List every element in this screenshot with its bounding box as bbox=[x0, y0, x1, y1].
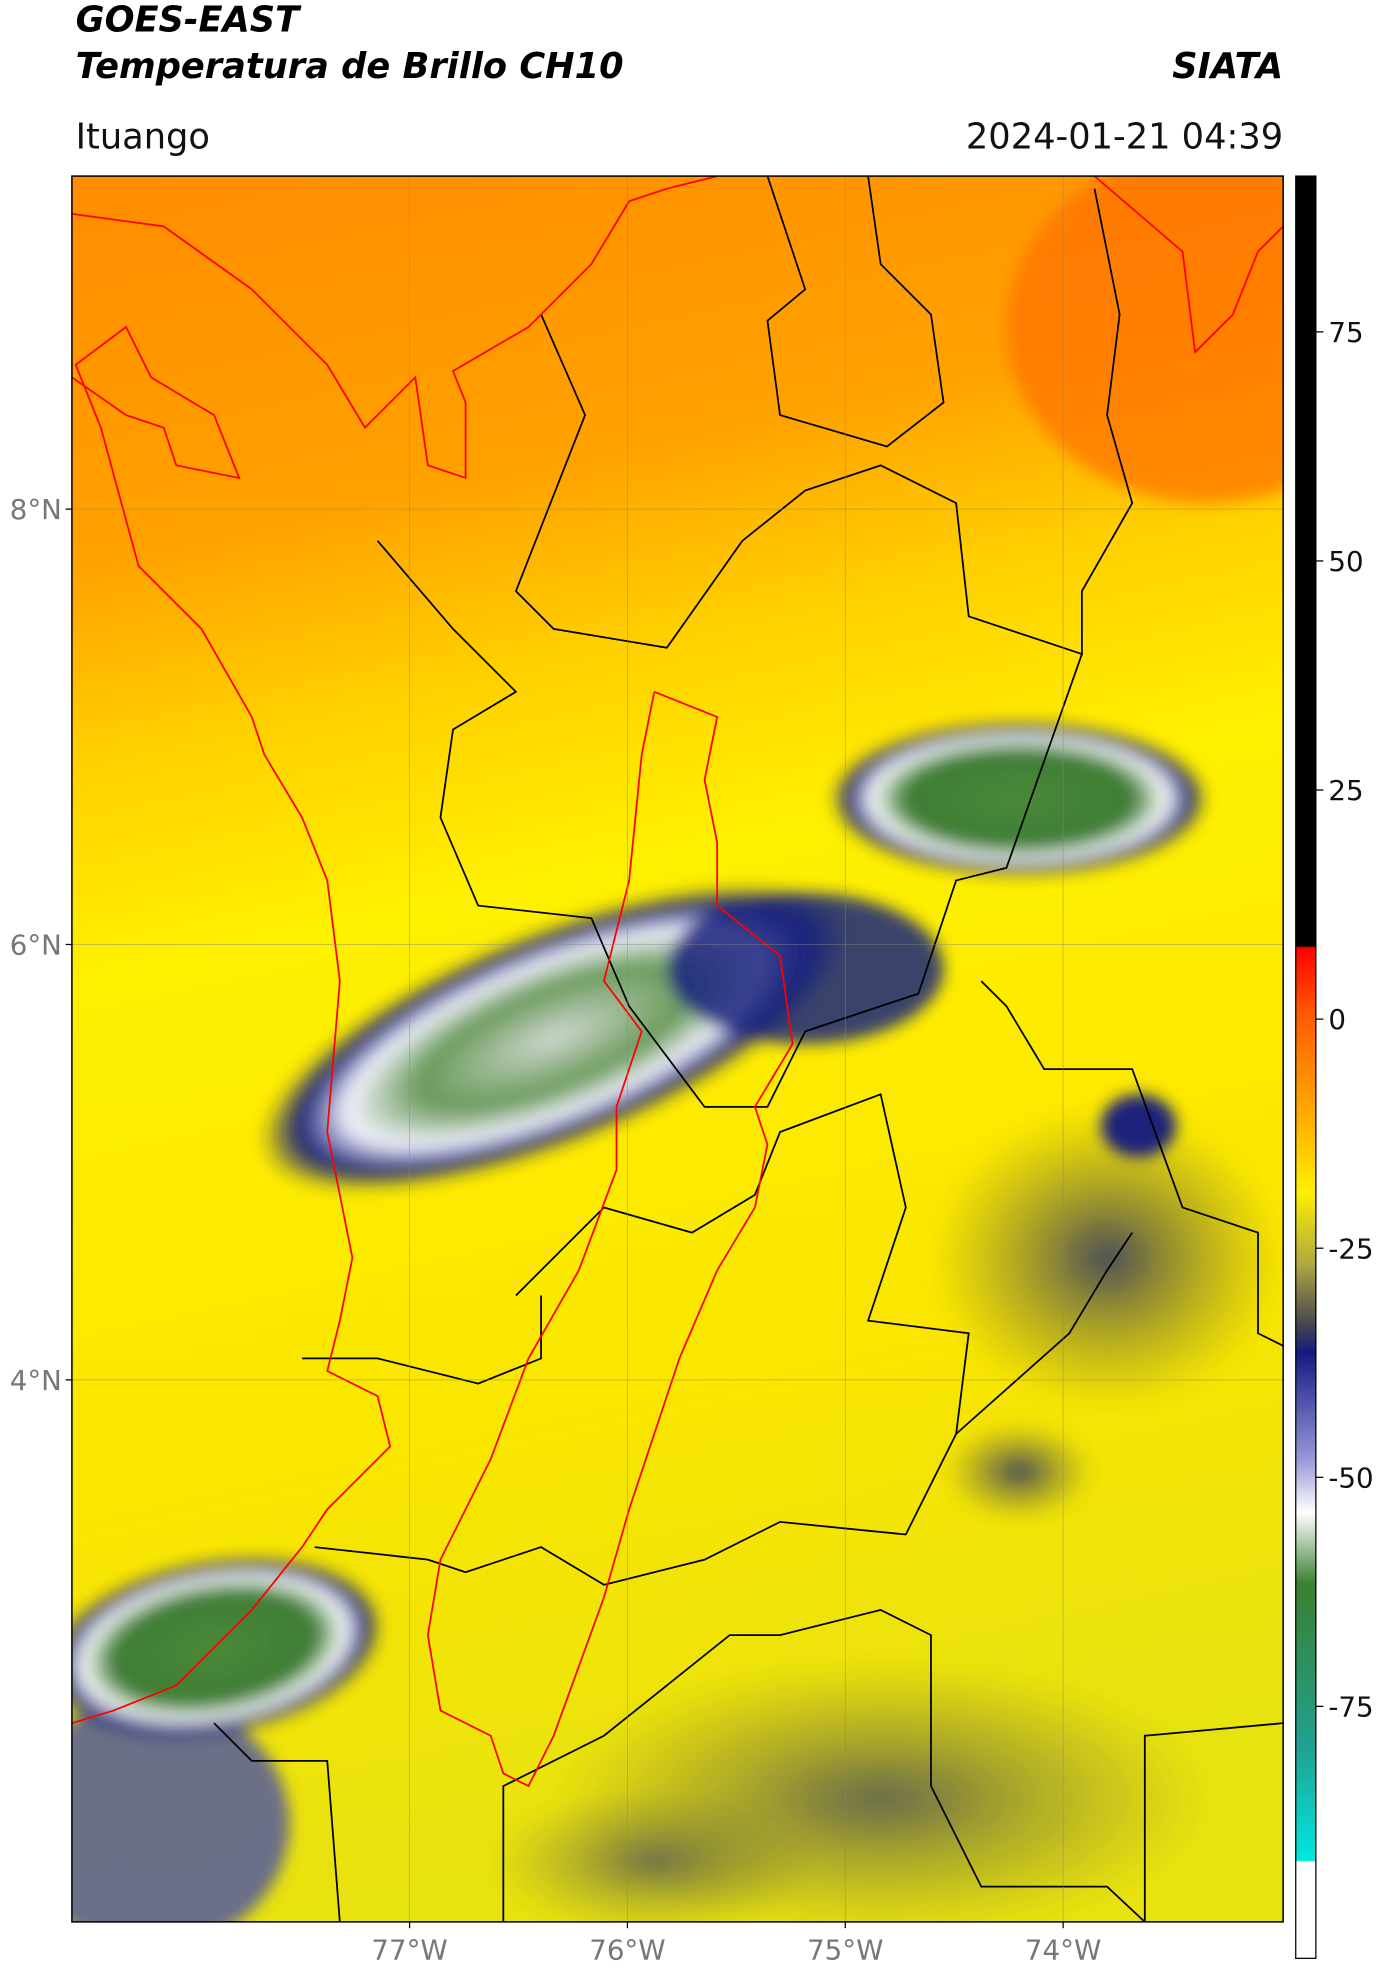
colorbar-label: -75 bbox=[1328, 1690, 1373, 1723]
source: SIATA bbox=[1172, 46, 1283, 87]
satellite: GOES-EAST bbox=[76, 0, 302, 40]
region: Ituango bbox=[76, 116, 210, 157]
colorbar-label: 25 bbox=[1328, 774, 1363, 807]
colorbar-label: -25 bbox=[1328, 1232, 1373, 1265]
map-frame bbox=[71, 175, 1284, 1923]
y-tick-label: 4°N bbox=[10, 1364, 62, 1397]
x-tick-label: 77°W bbox=[371, 1934, 447, 1967]
colorbar-label: 75 bbox=[1328, 316, 1363, 349]
colorbar-label: -50 bbox=[1328, 1461, 1373, 1494]
colorbar-label: 0 bbox=[1328, 1003, 1346, 1036]
graticule bbox=[71, 176, 1284, 1922]
x-tick-label: 74°W bbox=[1025, 1934, 1101, 1967]
colorbar bbox=[1295, 175, 1317, 1959]
datetime: 2024-01-21 04:39 bbox=[966, 116, 1283, 157]
y-tick-label: 6°N bbox=[10, 929, 62, 962]
title: Temperatura de Brillo CH10 bbox=[76, 46, 624, 87]
x-tick-label: 76°W bbox=[589, 1934, 665, 1967]
y-tick-label: 8°N bbox=[10, 493, 62, 526]
colorbar-label: 50 bbox=[1328, 545, 1363, 578]
x-tick-label: 75°W bbox=[807, 1934, 883, 1967]
map-area bbox=[71, 176, 1284, 1922]
